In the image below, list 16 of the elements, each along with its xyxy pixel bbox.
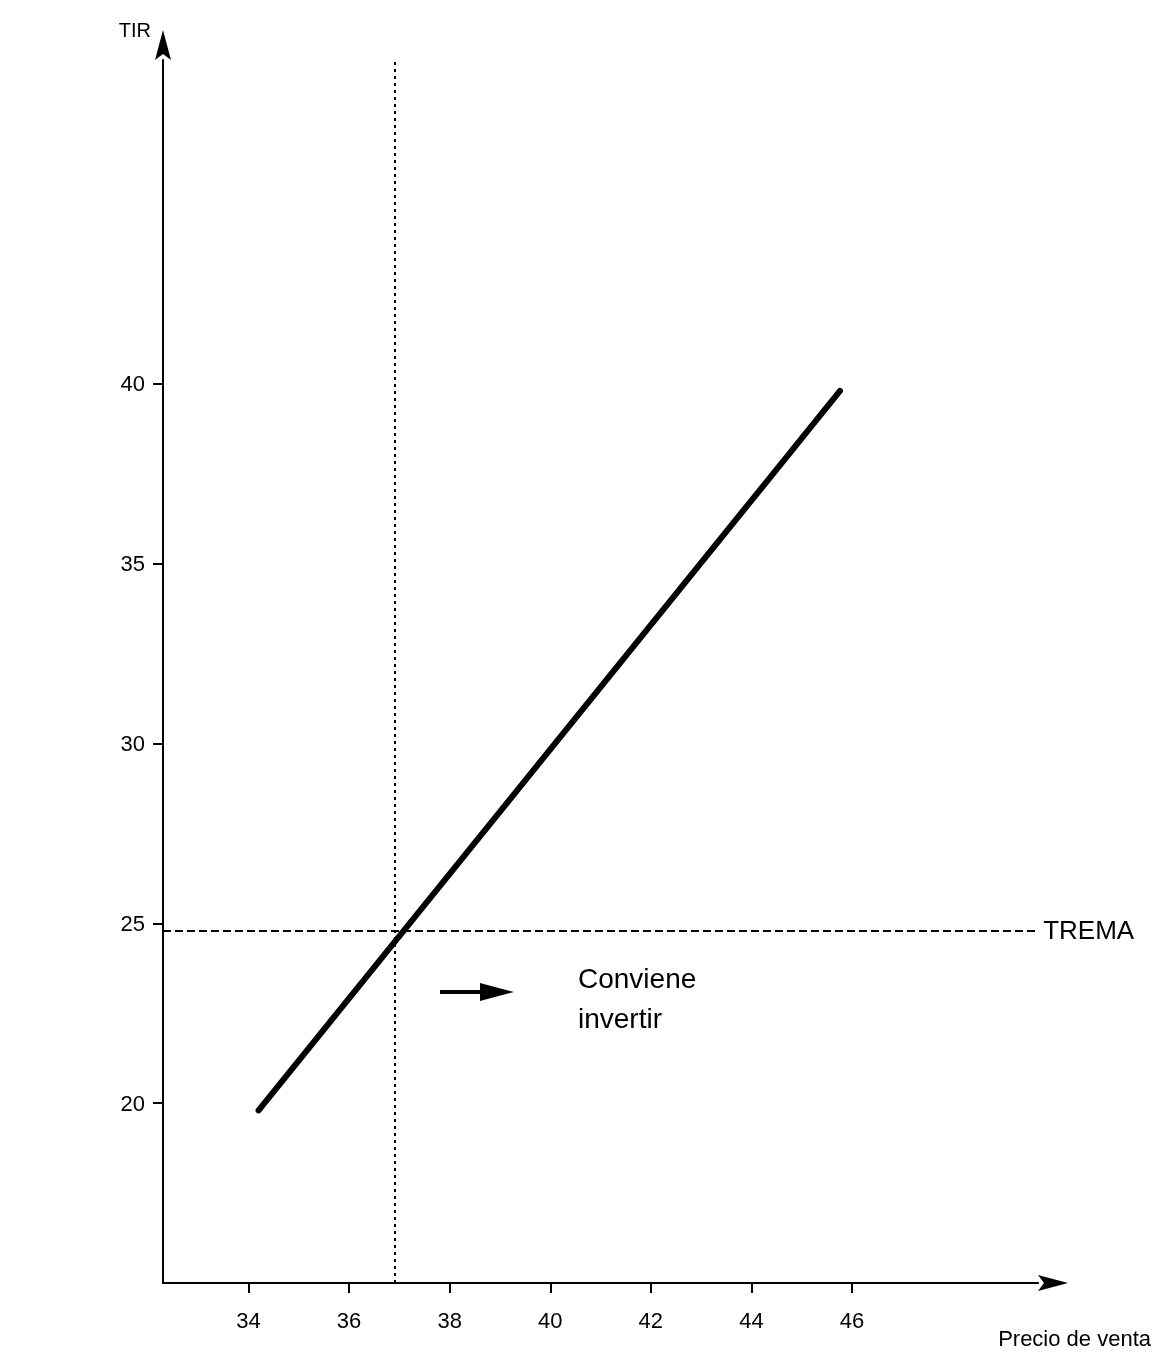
x-tick-label: 40	[538, 1307, 563, 1333]
y-tick-label: 30	[120, 730, 145, 756]
y-tick-label: 25	[120, 910, 145, 936]
x-tick-label: 42	[638, 1307, 664, 1333]
x-tick-label: 46	[839, 1307, 865, 1333]
ref-line-label: TREMA	[1043, 915, 1135, 946]
y-axis-title: TIR	[118, 19, 151, 41]
y-tick-label: 40	[120, 371, 145, 397]
y-tick-label: 20	[120, 1090, 145, 1116]
x-tick-label: 44	[739, 1307, 764, 1333]
annotation: Conviene invertir	[578, 962, 705, 1034]
x-axis-title: Precio de venta	[998, 1325, 1152, 1351]
x-tick-label: 36	[336, 1307, 362, 1333]
x-tick-label: 34	[236, 1307, 261, 1333]
x-tick-label: 38	[437, 1307, 462, 1333]
y-tick-label: 35	[120, 551, 145, 577]
